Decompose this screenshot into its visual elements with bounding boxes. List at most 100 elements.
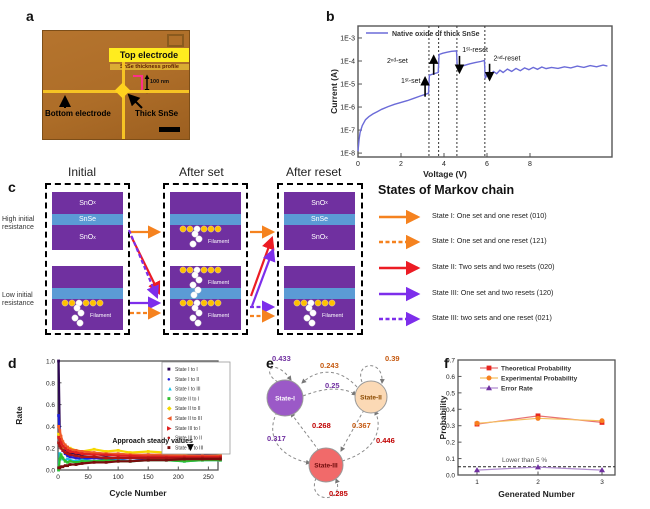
snox-layer: [52, 266, 123, 288]
panel-c-label: c: [8, 179, 16, 195]
markov-legend-title: States of Markov chain: [378, 183, 515, 197]
svg-text:0: 0: [356, 161, 360, 168]
svg-text:0.446: 0.446: [376, 436, 395, 445]
panel-f-label: f: [444, 355, 449, 371]
purple-solid-arrow-icon: [379, 286, 421, 302]
svg-text:0: 0: [56, 474, 60, 481]
svg-text:4: 4: [442, 161, 446, 168]
svg-text:◀: ◀: [167, 416, 172, 422]
micrograph-image: Top electrode SnSe thickness profile 100…: [42, 30, 190, 140]
snox-layer: [284, 266, 355, 288]
svg-text:1E-7: 1E-7: [340, 128, 355, 135]
svg-text:State I to I: State I to I: [175, 367, 198, 373]
svg-text:State I to II: State I to II: [175, 377, 199, 383]
svg-text:■: ■: [167, 396, 171, 402]
svg-text:3: 3: [600, 479, 604, 486]
device-stack: SnO x SnSe SnO x: [284, 192, 355, 250]
svg-text:200: 200: [173, 474, 184, 481]
svg-text:State II to III: State II to III: [175, 416, 202, 422]
iv-curve-chart: 1E-3 1E-4 1E-5 1E-6 1E-7 1E-80 2 4 6 8 Native oxid…: [329, 25, 613, 179]
top-electrode-label: Top electrode: [109, 48, 189, 62]
svg-text:Rate: Rate: [14, 406, 24, 425]
snse-layer: SnSe: [284, 214, 355, 225]
svg-text:0.285: 0.285: [329, 489, 348, 498]
snox-layer: SnO x: [52, 192, 123, 214]
svg-text:2ⁿᵈ-set: 2ⁿᵈ-set: [387, 58, 408, 65]
svg-text:■: ■: [167, 367, 171, 373]
svg-text:6: 6: [485, 161, 489, 168]
svg-text:0.367: 0.367: [352, 421, 371, 430]
svg-text:2ⁿᵈ-reset: 2ⁿᵈ-reset: [493, 56, 520, 63]
svg-text:2: 2: [399, 161, 403, 168]
svg-text:0.25: 0.25: [325, 381, 340, 390]
initial-state-box: [45, 183, 130, 335]
thickness-value-label: 100 nm: [150, 79, 169, 85]
svg-text:0.5: 0.5: [446, 390, 455, 397]
column-title-after-set: After set: [179, 165, 224, 179]
svg-text:0.39: 0.39: [385, 354, 400, 363]
row-label-low-resistance: Low initial resistance: [2, 292, 34, 308]
svg-text:0.0: 0.0: [46, 468, 55, 475]
column-title-after-reset: After reset: [286, 165, 342, 179]
purple-dashed-arrow-icon: [379, 311, 421, 327]
svg-text:1: 1: [475, 479, 479, 486]
orange-solid-arrow-icon: [379, 209, 421, 225]
top-electrode-line: [122, 62, 125, 139]
snox-layer: SnO x: [52, 225, 123, 250]
svg-text:Generated Number: Generated Number: [498, 489, 575, 499]
svg-text:Voltage (V): Voltage (V): [423, 169, 467, 179]
snox-layer: [52, 299, 123, 330]
scale-bar: [159, 127, 180, 132]
panel-b-label: b: [326, 8, 335, 24]
thick-snse-label: Thick SnSe: [135, 109, 179, 118]
svg-text:0.3: 0.3: [446, 423, 455, 430]
svg-text:●: ●: [167, 436, 171, 442]
svg-text:1E-6: 1E-6: [340, 105, 355, 112]
svg-text:1E-4: 1E-4: [340, 58, 355, 65]
svg-text:1E-8: 1E-8: [340, 151, 355, 158]
markov-chain-diagram: State-I State-II State-III 0.433 0.243 0.25 0.…: [266, 354, 400, 499]
svg-text:State II to I: State II to I: [175, 396, 199, 402]
svg-text:0.1: 0.1: [446, 456, 455, 463]
svg-text:1E-5: 1E-5: [340, 82, 355, 89]
snox-layer: [170, 192, 241, 214]
svg-text:0.4: 0.4: [446, 407, 455, 414]
micrograph-corner-square: [167, 34, 184, 47]
svg-text:0.0: 0.0: [446, 473, 455, 480]
svg-text:▲: ▲: [167, 387, 173, 393]
svg-text:Approach steady values: Approach steady values: [112, 438, 193, 445]
snse-layer: [170, 214, 241, 225]
svg-text:0.2: 0.2: [446, 440, 455, 447]
svg-text:Native oxide of thick SnSe: Native oxide of thick SnSe: [392, 31, 480, 38]
svg-text:0.7: 0.7: [446, 358, 455, 365]
svg-text:State-I: State-I: [275, 396, 295, 403]
svg-text:State-II: State-II: [360, 395, 382, 402]
svg-text:State-III: State-III: [314, 463, 338, 470]
after-set-box: [163, 183, 248, 335]
after-reset-box: [277, 183, 363, 335]
svg-text:0.6: 0.6: [46, 402, 55, 409]
svg-text:Theoretical Probability: Theoretical Probability: [501, 366, 571, 373]
device-stack: Filament: [284, 266, 355, 330]
snox-layer: SnO x: [284, 225, 355, 250]
red-solid-arrow-icon: [379, 260, 421, 276]
svg-text:1ˢᵗ-reset: 1ˢᵗ-reset: [462, 47, 488, 54]
svg-text:1.0: 1.0: [46, 359, 55, 366]
panel-a-label: a: [26, 8, 34, 24]
svg-text:●: ●: [167, 377, 171, 383]
svg-text:Probability: Probability: [438, 395, 448, 439]
svg-text:▶: ▶: [167, 426, 172, 432]
bottom-electrode-label: Bottom electrode: [45, 109, 111, 118]
svg-text:150: 150: [143, 474, 154, 481]
snse-layer: [52, 288, 123, 299]
svg-text:1ˢᵗ-set: 1ˢᵗ-set: [401, 78, 421, 85]
svg-text:0.268: 0.268: [312, 421, 331, 430]
panel-d-label: d: [8, 355, 17, 371]
svg-text:1E-3: 1E-3: [340, 35, 355, 42]
svg-text:State III to II: State III to II: [175, 436, 202, 442]
snox-layer: SnO x: [284, 192, 355, 214]
svg-text:50: 50: [84, 474, 92, 481]
probability-chart: 0.0 0.1 0.2 0.3 0.4 0.5 0.6 0.7 1 2 3 Lower than 5 …: [438, 358, 616, 499]
svg-text:100: 100: [113, 474, 124, 481]
svg-text:State III to I: State III to I: [175, 426, 201, 432]
